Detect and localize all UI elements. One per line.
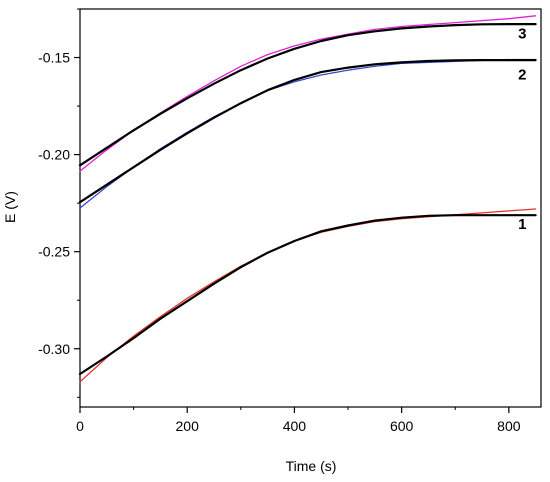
curve-label-1: 1	[518, 216, 526, 233]
x-tick-label: 0	[76, 418, 84, 434]
x-tick-label: 600	[390, 418, 414, 434]
y-tick-label: -0.15	[38, 50, 70, 66]
plot-frame	[79, 8, 542, 408]
x-tick-label: 400	[283, 418, 307, 434]
curve-label-3: 3	[518, 26, 526, 43]
fit-curve-4	[78, 23, 537, 167]
x-axis-title: Time (s)	[286, 458, 337, 474]
y-tick-label: -0.20	[38, 147, 70, 163]
curve-label-2: 2	[518, 66, 526, 83]
y-tick-label: -0.30	[38, 341, 70, 357]
x-tick-label: 800	[497, 418, 521, 434]
fit-curve-0	[78, 214, 537, 376]
data-curve-5	[79, 15, 537, 172]
data-curve-1	[79, 208, 537, 383]
x-tick-label: 200	[176, 418, 200, 434]
data-curve-3	[79, 58, 537, 209]
y-tick-label: -0.25	[38, 244, 70, 260]
plot-area: 0 200 400 600 800 -0.15 -0.20 -0.25 -0.30 1 2 3	[38, 8, 542, 434]
fit-curve-2	[78, 58, 537, 204]
y-axis-title: E (V)	[2, 191, 18, 223]
